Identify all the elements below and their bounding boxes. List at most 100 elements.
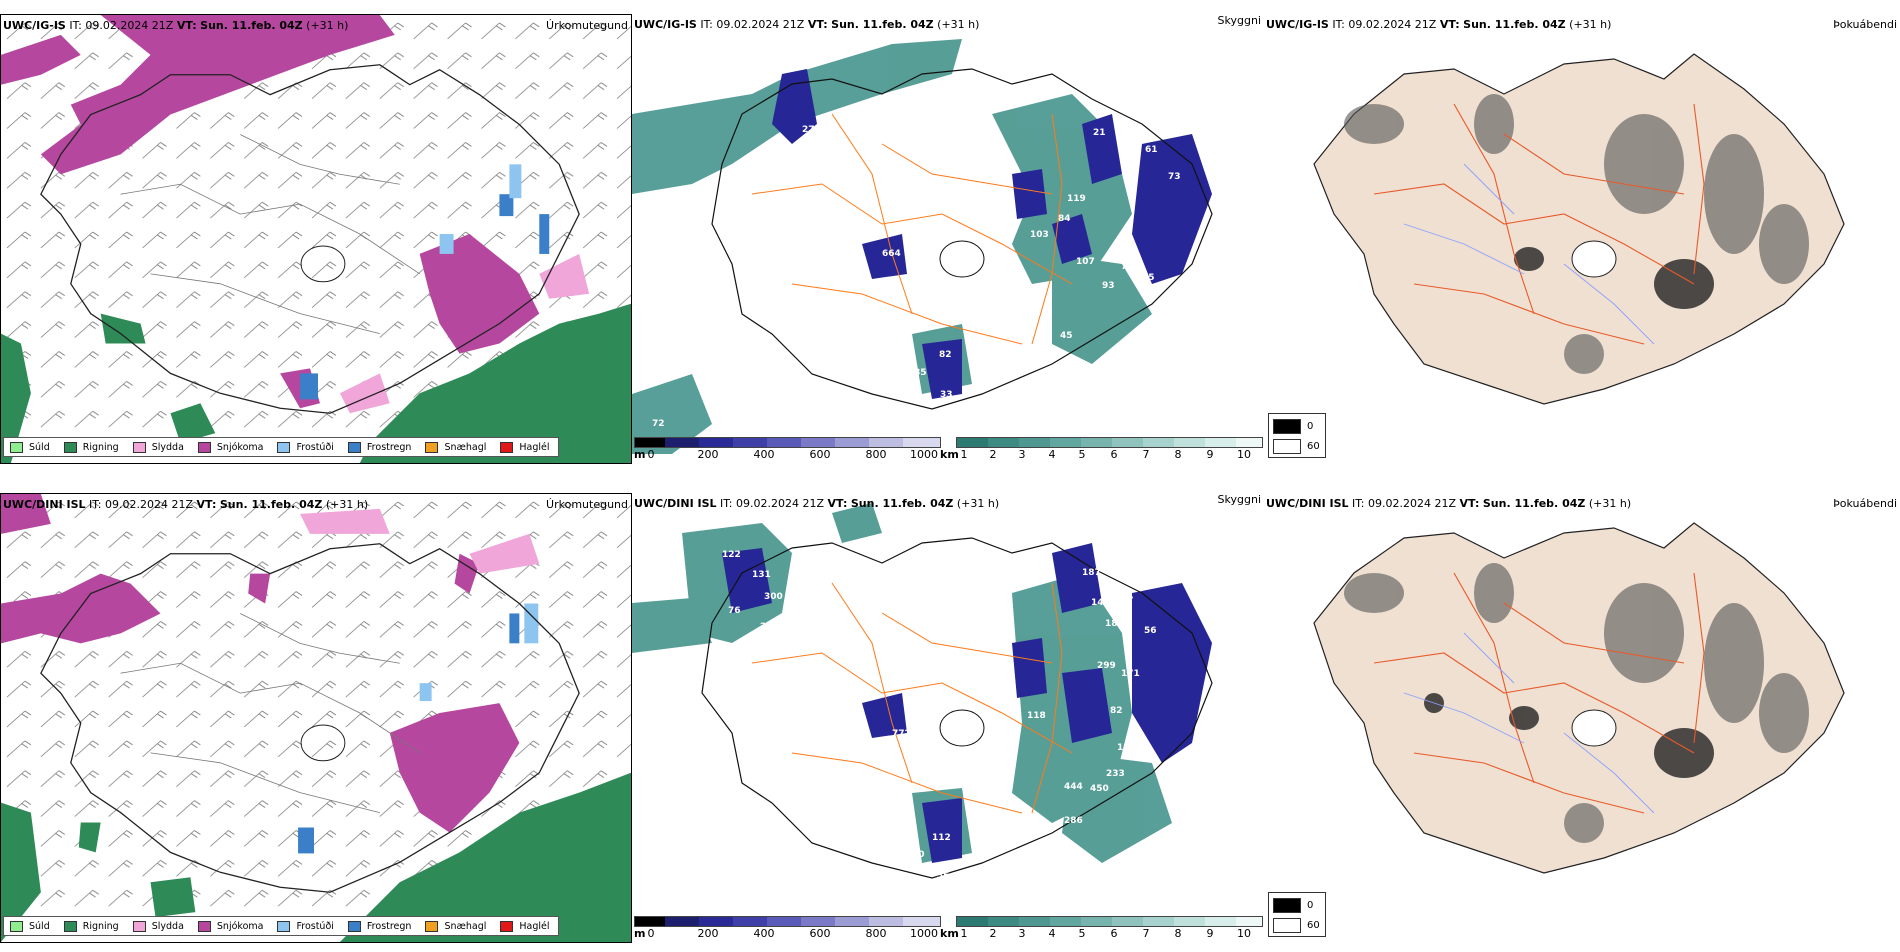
lead-time: (+31 h) — [1569, 18, 1612, 31]
lead-time: (+31 h) — [956, 497, 1000, 510]
panel-header: UWC/IG-IS IT: 09.02.2024 21Z VT: Sun. 11… — [1266, 18, 1611, 31]
meter-scale — [634, 437, 941, 448]
svg-text:21: 21 — [1093, 128, 1106, 138]
it-label: IT: — [720, 497, 733, 510]
it-value: 09.02.2024 21Z — [85, 19, 174, 32]
cloud-panel-top: UWC/IG-IS IT: 09.02.2024 21Z VT: Sun. 11… — [1264, 14, 1900, 464]
precip-type-legend: Súld Rigning Slydda Snjókoma Frostúði Fr… — [3, 916, 559, 936]
svg-text:93: 93 — [1102, 281, 1115, 291]
vt-value: Sun. 11.feb. 04Z — [219, 498, 323, 511]
svg-text:233: 233 — [1106, 769, 1125, 779]
cloud-legend: 0 60 — [1268, 413, 1326, 458]
svg-text:82: 82 — [939, 350, 952, 360]
svg-text:55: 55 — [1142, 273, 1155, 283]
svg-text:45: 45 — [1060, 331, 1073, 341]
precip-map — [1, 494, 631, 942]
svg-text:772: 772 — [892, 729, 911, 739]
km-scale — [956, 437, 1263, 448]
vt-label: VT: — [807, 18, 828, 31]
it-label: IT: — [700, 18, 713, 31]
meter-ticks: 0 200 400 600 800 1000 — [647, 927, 939, 940]
svg-text:97: 97 — [1121, 596, 1134, 606]
svg-text:131: 131 — [752, 570, 771, 580]
it-value: 09.02.2024 21Z — [736, 497, 825, 510]
svg-text:73: 73 — [1168, 172, 1181, 182]
it-label: IT: — [69, 19, 82, 32]
legend-item: Slydda — [127, 920, 192, 932]
svg-text:147: 147 — [1060, 876, 1079, 886]
legend-item: Súld — [4, 920, 58, 932]
svg-text:76: 76 — [728, 606, 741, 616]
legend-item: Slydda — [127, 441, 192, 453]
svg-text:24: 24 — [1117, 126, 1130, 136]
legend-item: Rigning — [58, 441, 127, 453]
svg-text:444: 444 — [1064, 782, 1083, 792]
visibility-panel-bottom: UWC/DINI ISL IT: 09.02.2024 21Z VT: Sun.… — [632, 493, 1264, 943]
visibility-panel-top: UWC/IG-IS IT: 09.02.2024 21Z VT: Sun. 11… — [632, 14, 1264, 464]
it-value: 09.02.2024 21Z — [716, 18, 805, 31]
svg-text:94: 94 — [944, 731, 957, 741]
panel-header: UWC/DINI ISL IT: 09.02.2024 21Z VT: Sun.… — [634, 497, 999, 510]
cloud-map — [1313, 53, 1845, 405]
svg-text:276: 276 — [802, 125, 821, 135]
legend-item: Snjókoma — [192, 441, 272, 453]
model-name: UWC/IG-IS — [3, 19, 66, 32]
vt-label: VT: — [1459, 497, 1480, 510]
it-label: IT: — [89, 498, 102, 511]
it-value: 09.02.2024 21Z — [1368, 497, 1457, 510]
svg-text:610: 610 — [1022, 403, 1041, 413]
vt-label: VT: — [827, 497, 848, 510]
it-label: IT: — [1352, 497, 1365, 510]
svg-text:299: 299 — [1097, 661, 1116, 671]
lead-time: (+31 h) — [1588, 497, 1632, 510]
km-ticks: 1 2 3 4 5 6 7 8 9 10 — [960, 448, 1252, 461]
svg-text:286: 286 — [1064, 816, 1083, 826]
km-unit: km — [940, 448, 959, 461]
svg-text:76: 76 — [1121, 262, 1134, 272]
svg-text:107: 107 — [1076, 257, 1095, 267]
svg-text:33: 33 — [940, 390, 953, 400]
svg-text:122: 122 — [722, 550, 741, 560]
svg-text:664: 664 — [882, 249, 901, 259]
svg-text:144: 144 — [1091, 598, 1110, 608]
svg-text:450: 450 — [1090, 784, 1109, 794]
panel-title: Úrkomutegund — [546, 498, 628, 511]
panel-header: UWC/IG-IS IT: 09.02.2024 21Z VT: Sun. 11… — [634, 18, 979, 31]
model-name: UWC/DINI ISL — [634, 497, 717, 510]
precip-type-legend: Súld Rigning Slydda Snjókoma Frostúði Fr… — [3, 437, 559, 457]
svg-text:103: 103 — [1030, 230, 1049, 240]
lead-time: (+31 h) — [937, 18, 980, 31]
svg-text:72: 72 — [652, 419, 665, 429]
legend-item: Snjókoma — [192, 920, 272, 932]
vt-value: Sun. 11.feb. 04Z — [1482, 497, 1586, 510]
vt-label: VT: — [1439, 18, 1460, 31]
model-name: UWC/DINI ISL — [3, 498, 86, 511]
svg-text:187: 187 — [1082, 568, 1101, 578]
vt-label: VT: — [196, 498, 217, 511]
legend-item: Snæhagl — [419, 441, 494, 453]
it-value: 09.02.2024 21Z — [105, 498, 194, 511]
svg-text:36: 36 — [937, 871, 950, 881]
precip-panel-bottom: UWC/DINI ISL IT: 09.02.2024 21Z VT: Sun.… — [0, 493, 632, 943]
vt-value: Sun. 11.feb. 04Z — [1463, 18, 1566, 31]
svg-text:63: 63 — [758, 145, 771, 155]
svg-text:80: 80 — [912, 850, 925, 860]
meter-scale — [634, 916, 941, 927]
svg-text:180: 180 — [1117, 743, 1136, 753]
vt-value: Sun. 11.feb. 04Z — [850, 497, 954, 510]
vt-value: Sun. 11.feb. 04Z — [200, 19, 303, 32]
panel-header: UWC/DINI ISL IT: 09.02.2024 21Z VT: Sun.… — [3, 498, 368, 511]
panel-title: Úrkomutegund — [546, 19, 628, 32]
precip-map — [1, 15, 631, 463]
legend-item: Rigning — [58, 920, 127, 932]
legend-item: Frostregn — [342, 441, 420, 453]
km-unit: km — [940, 927, 959, 940]
legend-item: 60 — [1273, 439, 1320, 454]
svg-text:84: 84 — [1058, 214, 1071, 224]
svg-text:182: 182 — [1105, 619, 1124, 629]
meter-unit: m — [634, 448, 646, 461]
meter-ticks: 0 200 400 600 800 1000 — [647, 448, 939, 461]
legend-item: 0 — [1273, 898, 1313, 913]
svg-text:85: 85 — [914, 368, 927, 378]
svg-text:270: 270 — [782, 151, 801, 161]
